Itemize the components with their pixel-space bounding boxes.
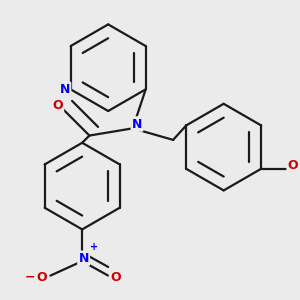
Text: N: N [60,83,70,96]
Text: O: O [288,159,298,172]
Text: O: O [52,99,63,112]
Text: N: N [78,252,89,265]
Text: N: N [132,118,142,130]
Text: +: + [90,242,98,252]
Text: −: − [25,271,35,284]
Text: O: O [36,271,47,284]
Text: O: O [110,271,121,284]
